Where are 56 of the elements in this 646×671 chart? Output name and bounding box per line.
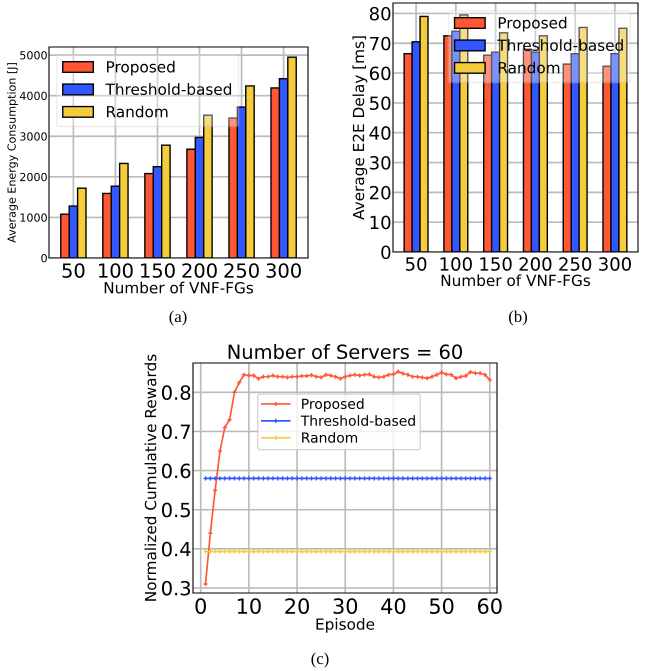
x-tick-label: 200 xyxy=(519,257,552,271)
y-tick-label: 60 xyxy=(370,66,390,80)
legend-label: Random xyxy=(107,106,168,118)
x-axis-title: Number of VNF-FGs xyxy=(104,282,254,294)
x-tick-label: 300 xyxy=(599,257,631,271)
text: (a) xyxy=(169,310,187,326)
text: (b) xyxy=(509,310,527,326)
x-axis-title: Number of VNF-FGs xyxy=(442,274,590,286)
y-tick-label: 2000 xyxy=(20,172,47,182)
x-tick-label: 150 xyxy=(480,257,512,271)
legend-label: Threshold-based xyxy=(300,415,415,426)
x-tick-label: 100 xyxy=(440,257,472,271)
legend-label: Proposed xyxy=(107,60,174,76)
x-tick-label: 200 xyxy=(182,263,217,278)
x-tick-label: 150 xyxy=(141,263,175,278)
x-tick-label: 250 xyxy=(559,257,592,271)
y-tick-label: 0.7 xyxy=(162,424,190,440)
y-tick-label: 30 xyxy=(370,156,390,170)
x-axis-title: Episode xyxy=(316,618,374,633)
chart-title: Number of Servers = 60 xyxy=(228,344,462,360)
x-tick-label: 30 xyxy=(334,598,358,614)
x-tick-label: 10 xyxy=(238,598,261,614)
legend-label: Proposed xyxy=(302,398,364,412)
x-tick-label: 250 xyxy=(224,263,259,278)
y-tick-label: 0.6 xyxy=(162,464,190,478)
x-tick-label: 300 xyxy=(266,263,301,278)
legend-label: Random xyxy=(302,432,358,443)
y-tick-label: 0.8 xyxy=(162,385,190,400)
y-tick-label: 70 xyxy=(370,36,390,50)
text: (c) xyxy=(311,652,329,668)
y-tick-label: 50 xyxy=(370,96,390,110)
x-tick-label: 50 xyxy=(62,263,84,278)
y-tick-label: 0 xyxy=(381,245,390,260)
y-axis-title: Average Energy Consumption [J] xyxy=(7,63,18,243)
y-tick-label: 4000 xyxy=(20,92,47,100)
y-tick-label: 80 xyxy=(370,6,390,21)
x-tick-label: 50 xyxy=(430,598,454,614)
x-tick-label: 100 xyxy=(99,263,133,278)
legend-label: Threshold-based xyxy=(105,83,232,95)
y-tick-label: 3000 xyxy=(20,132,47,141)
y-axis-title: Normalized Cumulative Rewards xyxy=(144,354,156,601)
x-tick-label: 0 xyxy=(195,598,206,614)
legend-label: Proposed xyxy=(498,16,566,32)
x-tick-label: 40 xyxy=(381,598,406,614)
y-tick-label: 1000 xyxy=(20,213,47,222)
y-tick-label: 0.5 xyxy=(162,502,190,518)
y-tick-label: 5000 xyxy=(20,51,47,60)
x-tick-label: 20 xyxy=(285,598,309,614)
y-tick-label: 0.3 xyxy=(162,580,190,596)
x-tick-label: 60 xyxy=(478,598,502,614)
y-tick-label: 10 xyxy=(370,216,390,230)
y-tick-label: 0.4 xyxy=(162,542,191,556)
y-axis-title: Average E2E Delay [ms] xyxy=(352,36,368,220)
y-tick-label: 20 xyxy=(370,186,390,200)
x-tick-label: 50 xyxy=(406,257,426,271)
y-tick-label: 40 xyxy=(370,126,390,140)
